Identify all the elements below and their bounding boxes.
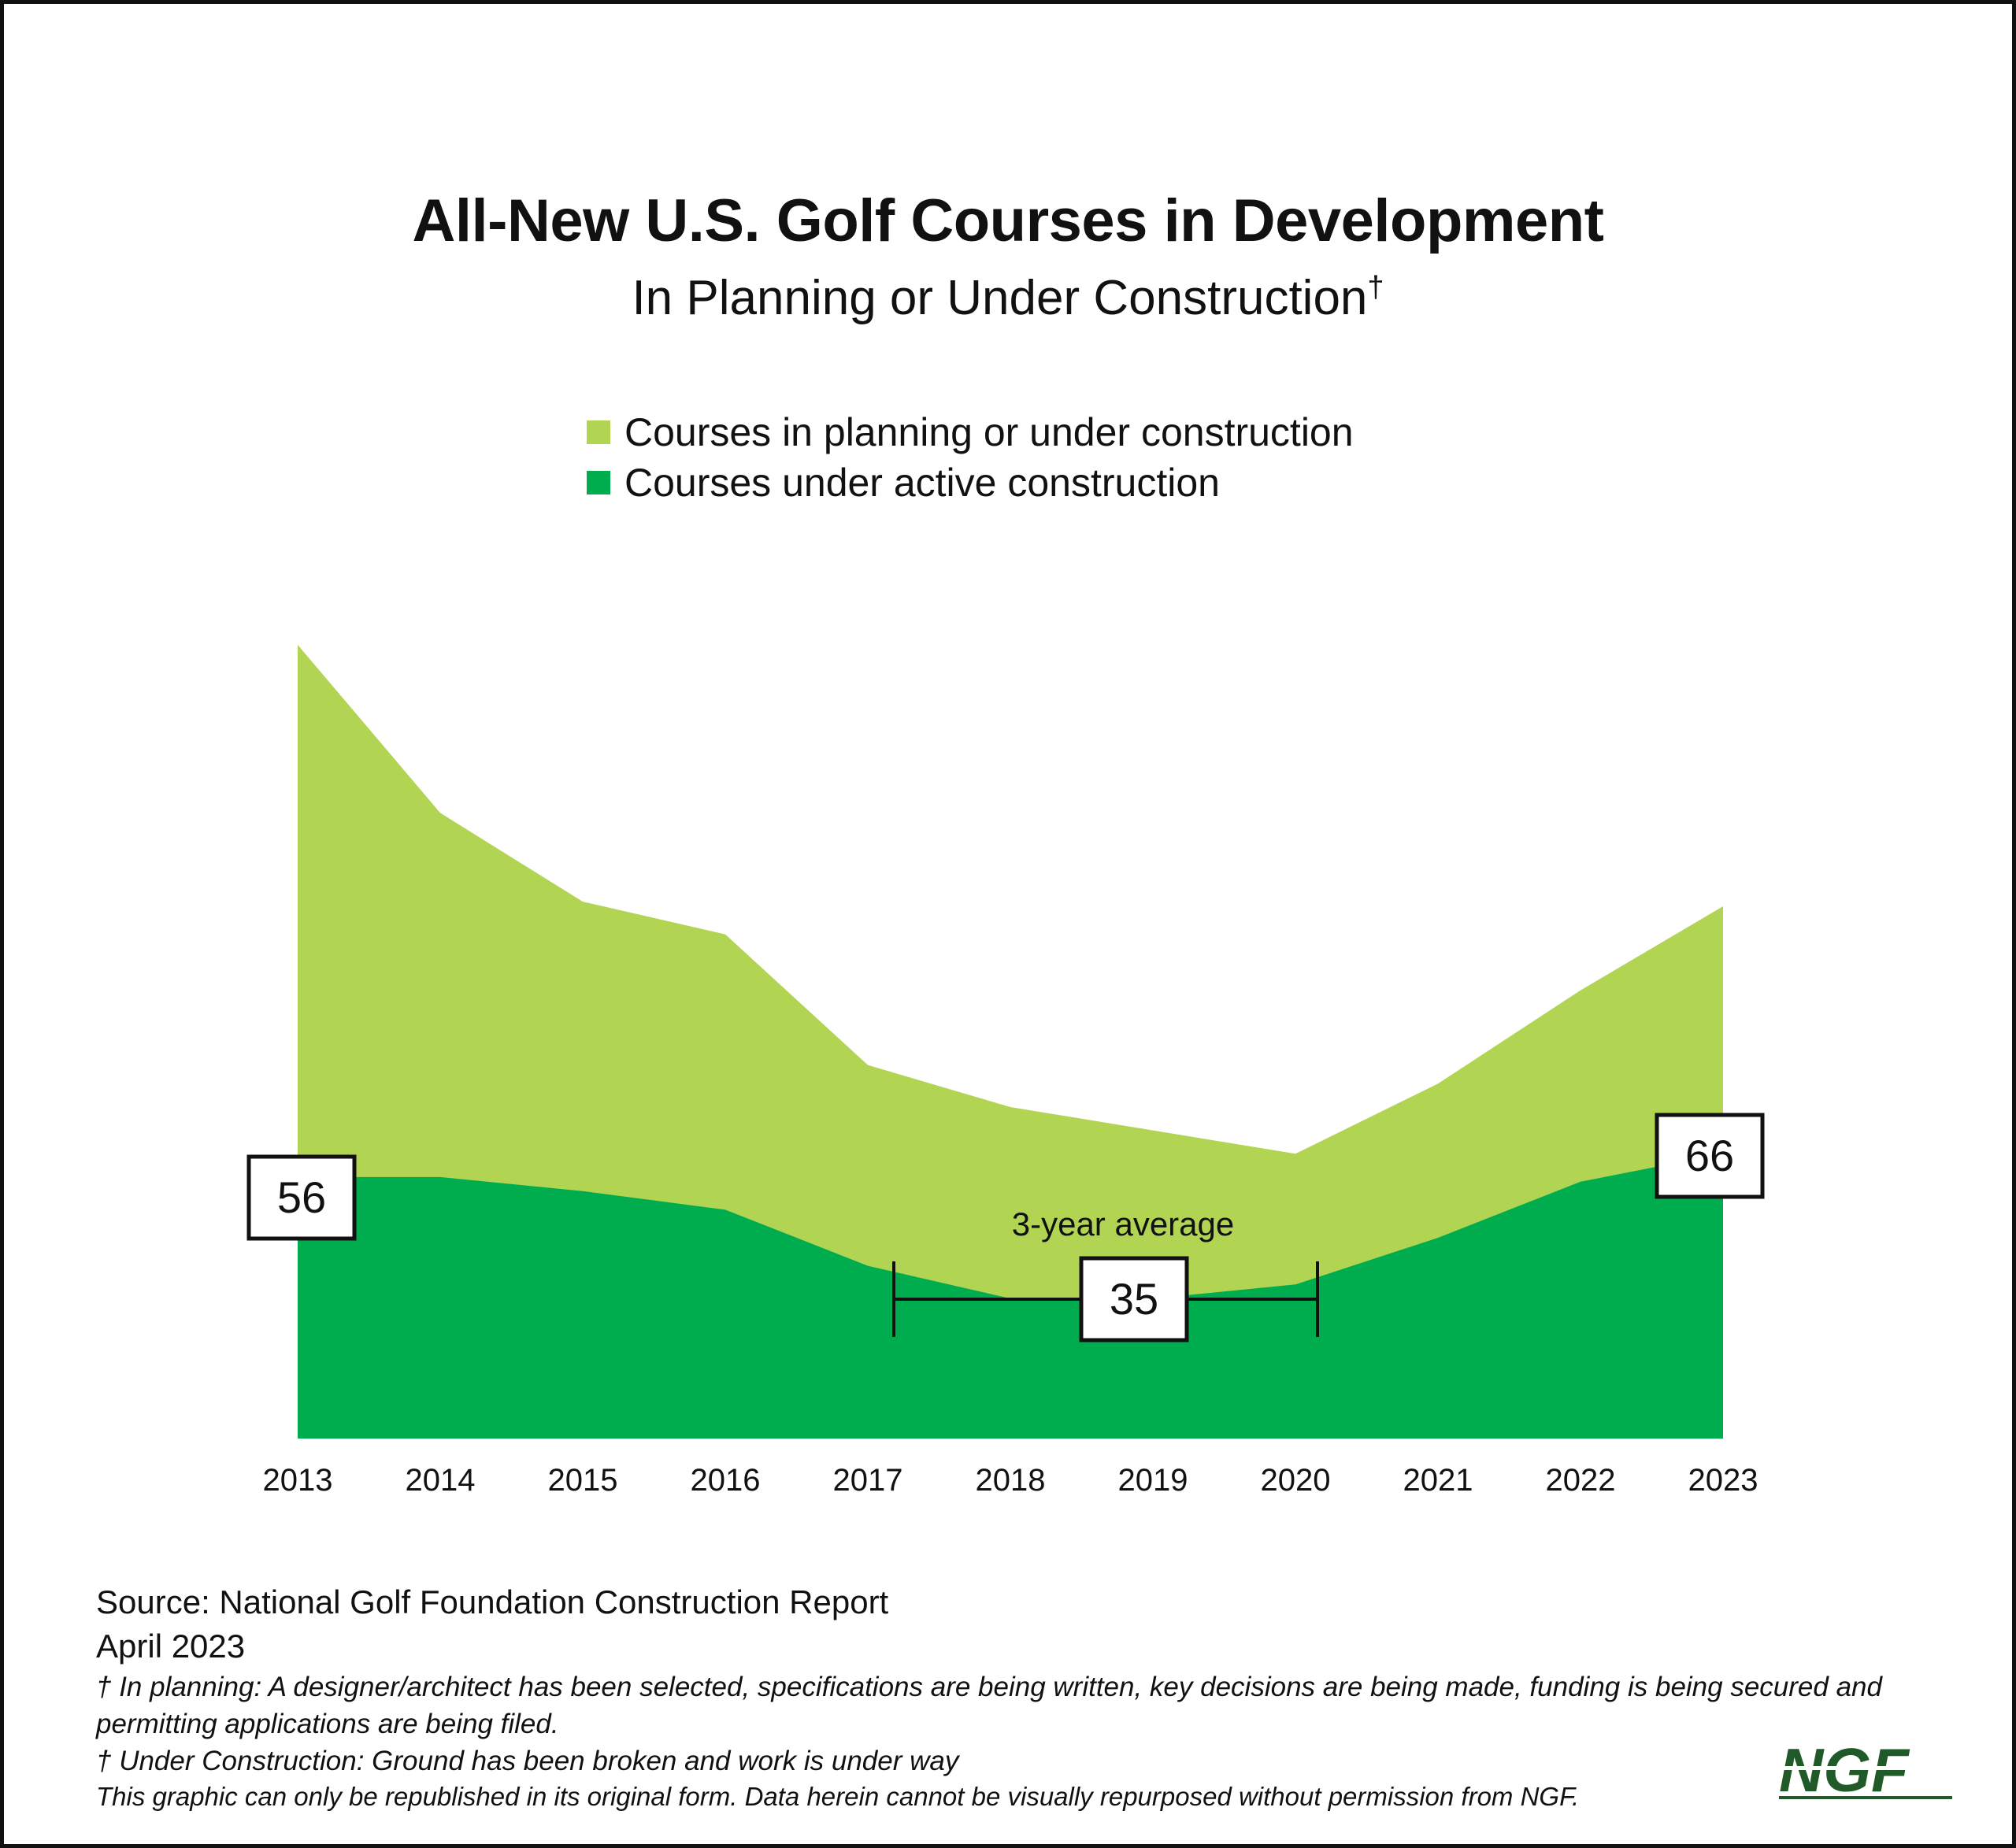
ngf-logo-text: NGF [1779, 1736, 1910, 1805]
legend-label-active: Courses under active construction [624, 461, 1220, 505]
start-value-label: 56 [277, 1172, 326, 1222]
average-value-label: 35 [1110, 1274, 1158, 1324]
x-tick-label: 2021 [1403, 1463, 1473, 1498]
x-tick-label: 2023 [1688, 1463, 1758, 1498]
source-line: Source: National Golf Foundation Constru… [96, 1580, 1955, 1624]
ngf-logo: NGF [1779, 1736, 1952, 1805]
x-tick-label: 2022 [1546, 1463, 1616, 1498]
end-value-box [1655, 1113, 1765, 1199]
legend-item-planning: Courses in planning or under constructio… [587, 407, 1354, 457]
ngf-logo-underline [1779, 1796, 1952, 1799]
footer: Source: National Golf Foundation Constru… [96, 1580, 1955, 1814]
x-tick-label: 2014 [406, 1463, 476, 1498]
area-series-active [298, 1154, 1723, 1439]
area-chart: 2013 2014 2015 2016 2017 2018 2019 2020 2021 2022… [246, 644, 1765, 1498]
legend-swatch-planning [587, 420, 610, 444]
x-tick-label: 2016 [691, 1463, 761, 1498]
source-text: : National Golf Foundation Construction … [201, 1583, 889, 1620]
footnote-planning: † In planning: A designer/architect has … [96, 1672, 1882, 1739]
chart-subtitle: In Planning or Under Construction† [4, 270, 2012, 326]
disclaimer: This graphic can only be republished in … [96, 1782, 1580, 1811]
x-tick-label: 2013 [263, 1463, 333, 1498]
legend-label-planning: Courses in planning or under constructio… [624, 410, 1354, 454]
x-tick-label: 2017 [833, 1463, 903, 1498]
ngf-logo-stripe [1782, 1766, 1951, 1770]
x-tick-label: 2018 [976, 1463, 1046, 1498]
legend-swatch-active [587, 471, 610, 494]
x-tick-label: 2020 [1261, 1463, 1331, 1498]
average-label: 3-year average [1012, 1205, 1235, 1242]
legend: Courses in planning or under constructio… [587, 407, 1354, 508]
start-value-box [246, 1154, 357, 1241]
x-tick-label: 2015 [548, 1463, 618, 1498]
report-date: April 2023 [96, 1628, 246, 1665]
x-tick-label: 2019 [1118, 1463, 1188, 1498]
source-label: Source [96, 1583, 202, 1620]
legend-item-active: Courses under active construction [587, 457, 1354, 508]
chart-title: All-New U.S. Golf Courses in Development [412, 187, 1604, 254]
end-value-label: 66 [1685, 1131, 1734, 1180]
subtitle-dagger: † [1367, 271, 1384, 304]
average-value-box [1079, 1256, 1189, 1342]
subtitle-text: In Planning or Under Construction [632, 271, 1368, 325]
footnote-construction: † Under Construction: Ground has been br… [96, 1746, 959, 1776]
